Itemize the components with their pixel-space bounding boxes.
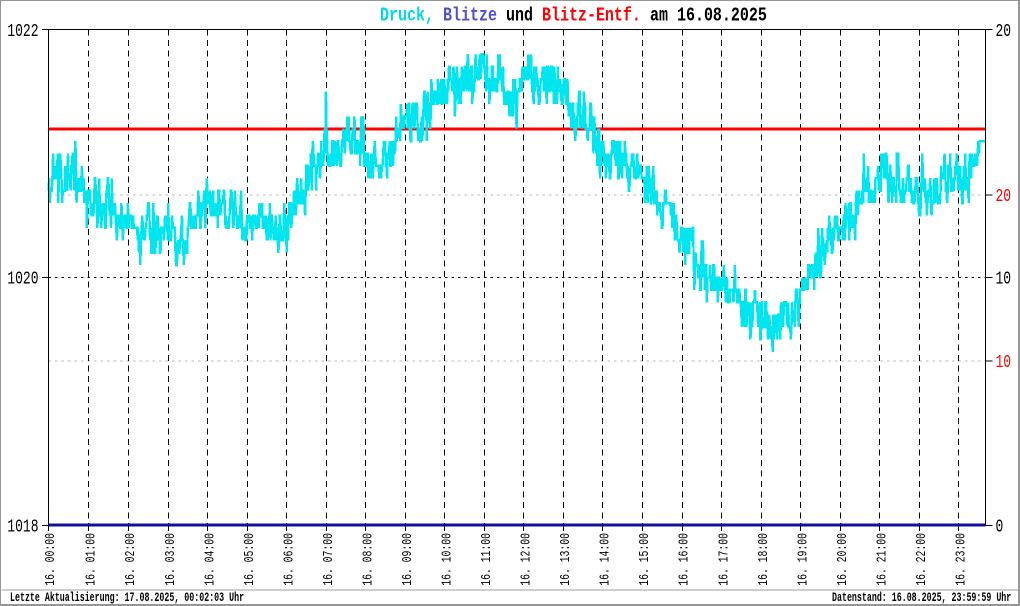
svg-text:16. 23:00: 16. 23:00 xyxy=(953,533,969,586)
svg-text:10: 10 xyxy=(996,352,1012,373)
svg-text:16. 12:00: 16. 12:00 xyxy=(518,533,534,586)
svg-text:16. 22:00: 16. 22:00 xyxy=(913,533,929,586)
svg-text:16. 07:00: 16. 07:00 xyxy=(320,533,336,586)
svg-text:16. 15:00: 16. 15:00 xyxy=(637,533,653,586)
svg-text:10: 10 xyxy=(996,268,1012,289)
svg-text:16. 02:00: 16. 02:00 xyxy=(123,533,139,586)
svg-text:16. 11:00: 16. 11:00 xyxy=(478,533,494,586)
svg-text:16. 01:00: 16. 01:00 xyxy=(83,533,99,586)
svg-text:16. 05:00: 16. 05:00 xyxy=(241,533,257,586)
svg-text:16. 04:00: 16. 04:00 xyxy=(202,533,218,586)
svg-text:16. 08:00: 16. 08:00 xyxy=(360,533,376,586)
svg-text:1018: 1018 xyxy=(7,516,38,537)
svg-text:Datenstand: 16.08.2025, 23:59:: Datenstand: 16.08.2025, 23:59:59 Uhr xyxy=(832,592,1011,606)
svg-text:Blitz-Entf.: Blitz-Entf. xyxy=(542,6,641,27)
svg-text:16. 13:00: 16. 13:00 xyxy=(558,533,574,586)
svg-text:Letzte Aktualisierung: 17.08.2: Letzte Aktualisierung: 17.08.2025, 00:02… xyxy=(10,592,244,606)
svg-text:1020: 1020 xyxy=(7,268,38,289)
svg-text:16. 03:00: 16. 03:00 xyxy=(162,533,178,586)
svg-text:Blitze: Blitze xyxy=(443,6,497,27)
svg-text:16. 19:00: 16. 19:00 xyxy=(795,533,811,586)
svg-text:0: 0 xyxy=(996,516,1004,537)
svg-text:16. 10:00: 16. 10:00 xyxy=(439,533,455,586)
svg-text:16. 09:00: 16. 09:00 xyxy=(399,533,415,586)
svg-text:Druck,: Druck, xyxy=(380,6,434,27)
svg-text:16. 20:00: 16. 20:00 xyxy=(834,533,850,586)
svg-text:16. 18:00: 16. 18:00 xyxy=(755,533,771,586)
svg-text:am 16.08.2025: am 16.08.2025 xyxy=(650,6,767,27)
svg-text:20: 20 xyxy=(996,186,1012,207)
svg-text:1022: 1022 xyxy=(7,21,38,42)
svg-text:16. 00:00: 16. 00:00 xyxy=(43,533,59,586)
svg-text:16. 06:00: 16. 06:00 xyxy=(281,533,297,586)
svg-text:16. 17:00: 16. 17:00 xyxy=(716,533,732,586)
svg-text:16. 21:00: 16. 21:00 xyxy=(874,533,890,586)
svg-text:16. 16:00: 16. 16:00 xyxy=(676,533,692,586)
svg-text:16. 14:00: 16. 14:00 xyxy=(597,533,613,586)
svg-text:20: 20 xyxy=(996,21,1012,42)
svg-text:und: und xyxy=(506,6,533,27)
